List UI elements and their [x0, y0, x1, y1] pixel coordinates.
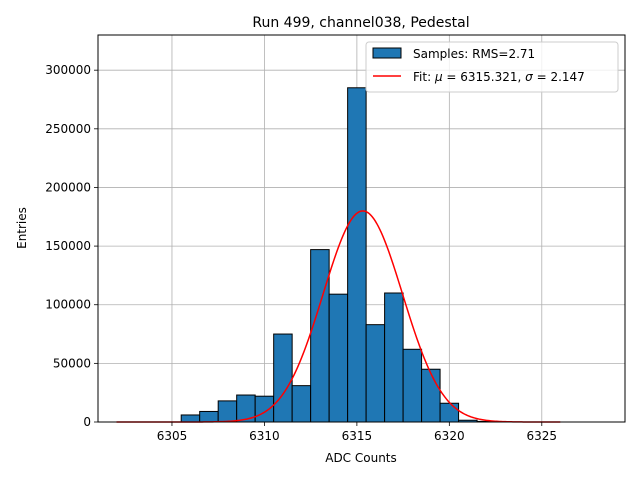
x-tick-label: 6320: [434, 429, 465, 443]
y-tick-label: 0: [83, 415, 91, 429]
axes-frame: [97, 34, 626, 423]
y-axis-label: Entries: [15, 207, 29, 249]
histogram-bar: [365, 324, 386, 423]
histogram-bar: [347, 87, 367, 423]
legend-samples-swatch: [372, 47, 402, 59]
y-tick-label: 200000: [45, 180, 91, 194]
x-axis-label: ADC Counts: [325, 451, 397, 465]
y-tick-label: 300000: [45, 63, 91, 77]
histogram-bar: [180, 414, 201, 423]
x-tick-label: 6325: [527, 429, 558, 443]
y-tick-label: 100000: [45, 298, 91, 312]
histogram-bar: [421, 368, 441, 423]
y-axis-ticks: 0 50000 100000 150000 200000 250000 300000: [45, 63, 98, 429]
x-axis-ticks: 6305 6310 6315 6320 6325: [157, 422, 557, 443]
histogram-bar: [439, 402, 460, 423]
histogram-bar: [199, 410, 219, 423]
histogram-bar: [328, 293, 349, 423]
x-tick-label: 6305: [157, 429, 188, 443]
histogram-bar: [402, 348, 423, 423]
x-tick-label: 6315: [342, 429, 373, 443]
histogram-bar: [310, 249, 330, 423]
histogram-bar: [273, 333, 293, 423]
legend-box: [365, 41, 619, 93]
y-tick-label: 150000: [45, 239, 91, 253]
legend-fit-label: Fit: μ = 6315.321, σ = 2.147: [413, 70, 585, 84]
y-tick-label: 50000: [53, 356, 91, 370]
histogram-bar: [291, 385, 312, 423]
chart-title: Run 499, channel038, Pedestal: [252, 15, 469, 31]
legend-samples-label: Samples: RMS=2.71: [413, 47, 535, 61]
histogram-bar: [384, 292, 404, 423]
legend: Samples: RMS=2.71 Fit: μ = 6315.321, σ =…: [365, 41, 619, 93]
y-tick-label: 250000: [45, 122, 91, 136]
x-tick-label: 6310: [249, 429, 280, 443]
histogram-bars: [180, 87, 497, 423]
histogram-bar: [254, 395, 275, 423]
histogram-bar: [217, 400, 238, 423]
